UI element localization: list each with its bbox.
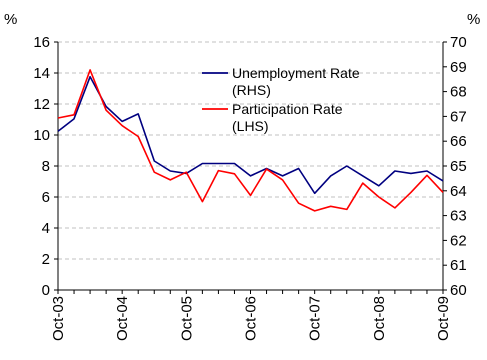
left-axis-tick-label: 2 [42, 251, 50, 268]
x-axis-tick-label: Oct-04 [114, 296, 131, 341]
left-axis-tick-label: 4 [42, 220, 50, 237]
left-axis-tick-label: 8 [42, 158, 50, 175]
right-axis-tick-label: 66 [450, 133, 467, 150]
right-axis-unit-label: % [467, 11, 480, 28]
left-axis-tick-label: 6 [42, 189, 50, 206]
right-axis-tick-label: 70 [450, 34, 467, 51]
x-axis-tick-label: Oct-06 [243, 296, 260, 341]
x-axis-tick-label: Oct-07 [307, 296, 324, 341]
x-axis-tick-label: Oct-03 [50, 296, 67, 341]
axes [54, 41, 447, 294]
x-axis-tick-label: Oct-08 [371, 296, 388, 341]
right-axis-tick-label: 61 [450, 257, 467, 274]
x-axis-tick-label: Oct-05 [178, 296, 195, 341]
legend: Unemployment Rate(RHS) Participation Rate… [202, 65, 360, 134]
right-axis-tick-label: 65 [450, 158, 467, 175]
right-axis-tick-label: 60 [450, 282, 467, 299]
legend-label: (RHS) [232, 82, 271, 98]
left-axis-tick-label: 0 [42, 282, 50, 299]
right-axis-tick-label: 62 [450, 232, 467, 249]
right-axis-tick-label: 63 [450, 208, 467, 225]
right-axis-tick-label: 69 [450, 59, 467, 76]
legend-label: Participation Rate [232, 101, 343, 117]
left-axis-tick-labels: 0 2 4 6 8 10 12 14 16 [33, 34, 50, 299]
gridlines [58, 41, 443, 260]
left-axis-tick-label: 12 [33, 96, 50, 113]
right-axis-tick-label: 64 [450, 183, 467, 200]
x-axis-tick-label: Oct-09 [435, 296, 452, 341]
series-lines [57, 69, 444, 212]
legend-label: (LHS) [232, 118, 269, 134]
left-axis-tick-label: 14 [33, 65, 50, 82]
right-axis-tick-labels: 60 61 62 63 64 65 66 67 68 69 70 [450, 34, 467, 299]
x-axis-tick-labels: Oct-03 Oct-04 Oct-05 Oct-06 Oct-07 Oct-08 Oct-… [50, 296, 452, 341]
series-line [57, 69, 444, 212]
right-axis-tick-label: 68 [450, 84, 467, 101]
left-axis-tick-label: 10 [33, 127, 50, 144]
series-line [57, 75, 444, 195]
left-axis-tick-label: 16 [33, 34, 50, 51]
legend-label: Unemployment Rate [232, 65, 360, 81]
right-axis-tick-label: 67 [450, 108, 467, 125]
left-axis-unit-label: % [4, 11, 17, 28]
